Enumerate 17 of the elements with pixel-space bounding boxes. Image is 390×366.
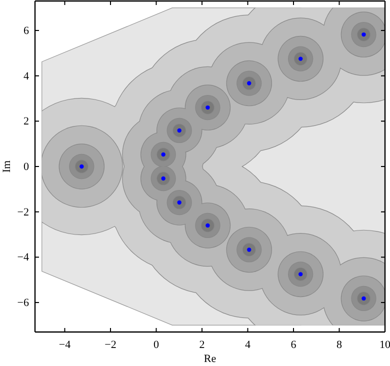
y-tick-label: 6	[24, 24, 30, 37]
x-tick-label: 6	[290, 338, 297, 351]
x-tick-label: −2	[104, 338, 116, 351]
y-tick-label: 2	[24, 116, 29, 128]
x-tick-label: 0	[153, 338, 160, 351]
x-tick-label: 4	[244, 338, 251, 351]
y-tick-label: −2	[17, 206, 29, 218]
x-tick-label: 8	[336, 338, 342, 351]
x-tick-label: 2	[199, 338, 205, 351]
y-tick-label: −4	[17, 252, 30, 264]
y-tick-label: −6	[17, 297, 30, 310]
y-axis-title: Im	[1, 160, 13, 173]
y-tick-label: 4	[24, 70, 30, 82]
x-axis-title: Re	[204, 353, 216, 365]
y-tick-label: 0	[24, 161, 30, 174]
x-tick-label: −4	[58, 338, 72, 351]
x-tick-label: 10	[380, 338, 390, 351]
